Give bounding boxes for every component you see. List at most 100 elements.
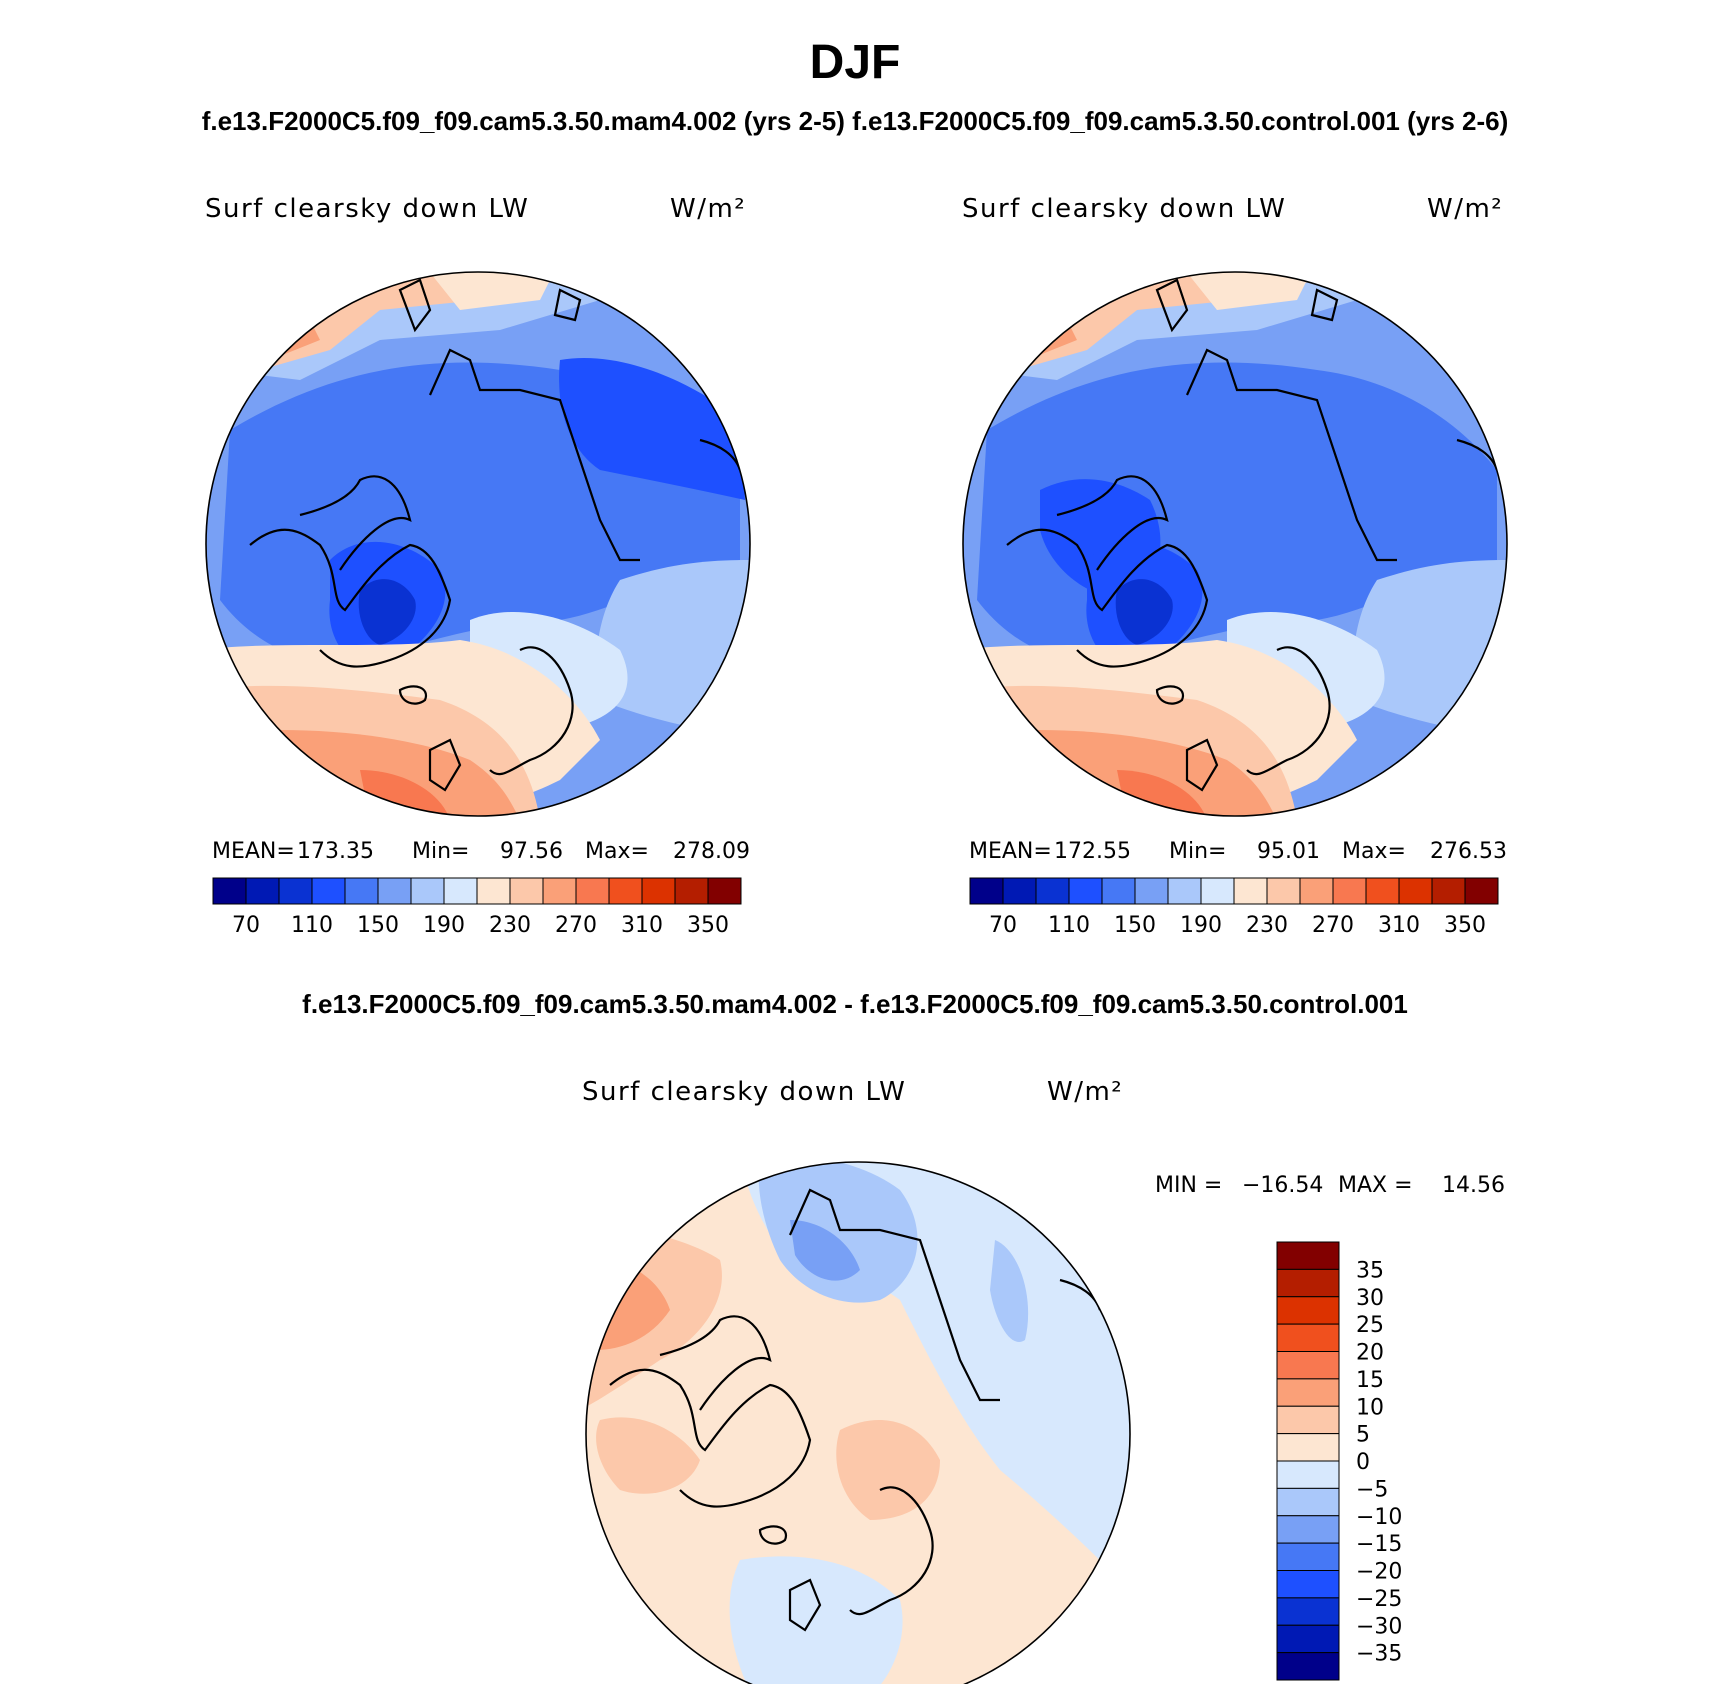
coastlines bbox=[609, 1162, 1102, 1632]
colorbar-tick-label: −15 bbox=[1356, 1532, 1402, 1557]
field-level-5-c bbox=[596, 1417, 700, 1494]
colorbar-tick-label: 110 bbox=[291, 913, 333, 938]
colorbar-swatch bbox=[1464, 877, 1499, 905]
colorbar-swatch bbox=[1276, 1624, 1340, 1654]
colorbar-swatch bbox=[1299, 877, 1334, 905]
colorbar-tick-label: 310 bbox=[621, 913, 663, 938]
panel-difference-variable: Surf clearsky down LW bbox=[582, 1077, 906, 1107]
panel-mam4: Surf clearsky down LW W/m² bbox=[205, 194, 751, 938]
field-level-110 bbox=[358, 579, 416, 645]
colorbar-swatch bbox=[542, 877, 577, 905]
colorbar-swatch bbox=[1276, 1405, 1340, 1435]
panel-mam4-mean-label: MEAN= bbox=[212, 839, 295, 864]
panel-control-units: W/m² bbox=[1427, 194, 1503, 224]
colorbar-swatch bbox=[1068, 877, 1103, 905]
panel-difference: Surf clearsky down LW W/m² bbox=[582, 1077, 1505, 1684]
colorbar-swatch bbox=[410, 877, 445, 905]
colorbar-swatch bbox=[1101, 877, 1136, 905]
panel-control-map-boundary bbox=[962, 271, 1508, 817]
panel-mam4-variable: Surf clearsky down LW bbox=[205, 194, 529, 224]
colorbar-swatch bbox=[1276, 1351, 1340, 1380]
field-level-110 bbox=[1115, 579, 1173, 645]
colorbar-swatch bbox=[509, 877, 544, 905]
colorbar-swatch bbox=[1134, 877, 1169, 905]
colorbar-swatch bbox=[1266, 877, 1301, 905]
colorbar-swatch bbox=[476, 877, 511, 905]
colorbar-tick-label: 10 bbox=[1356, 1395, 1384, 1420]
field-level-130 bbox=[559, 358, 745, 500]
colorbar-tick-label: 190 bbox=[1180, 913, 1222, 938]
colorbar-tick-label: 25 bbox=[1356, 1313, 1384, 1338]
colorbar-swatch bbox=[1398, 877, 1433, 905]
colorbar-swatch bbox=[1276, 1296, 1340, 1325]
field-level-minus-10-b bbox=[990, 1240, 1029, 1342]
panel-difference-max-label: MAX = bbox=[1338, 1173, 1413, 1198]
colorbar-swatch bbox=[575, 877, 610, 905]
colorbar-swatch bbox=[674, 877, 709, 905]
field-level-minus-10 bbox=[758, 1162, 918, 1303]
panel-difference-min-label: MIN = bbox=[1155, 1173, 1222, 1198]
colorbar-swatch bbox=[278, 877, 313, 905]
colorbar-swatch bbox=[212, 877, 247, 905]
colorbar-swatch bbox=[1276, 1460, 1340, 1489]
colorbar-tick-label: 70 bbox=[232, 913, 260, 938]
colorbar-tick-label: 230 bbox=[489, 913, 531, 938]
colorbar-tick-label: 0 bbox=[1356, 1450, 1370, 1475]
panel-mam4-max-label: Max= bbox=[585, 839, 649, 864]
colorbar-swatch bbox=[1276, 1433, 1340, 1462]
colorbar-tick-label: 350 bbox=[687, 913, 729, 938]
colorbar-swatch bbox=[1276, 1542, 1340, 1571]
colorbar-swatch bbox=[1276, 1597, 1340, 1626]
panel-difference-map bbox=[586, 1162, 1130, 1684]
colorbar-tick-label: 190 bbox=[423, 913, 465, 938]
colorbar-tick-label: 230 bbox=[1246, 913, 1288, 938]
colorbar-swatch bbox=[1276, 1323, 1340, 1352]
colorbar-tick-label: 310 bbox=[1378, 913, 1420, 938]
panel-control-min-value: 95.01 bbox=[1257, 839, 1320, 864]
panel-control-max-value: 276.53 bbox=[1430, 839, 1507, 864]
panel-control-colorbar: 70 110 150 190 230 270 310 350 bbox=[969, 877, 1499, 938]
colorbar-tick-label: −25 bbox=[1356, 1587, 1402, 1612]
colorbar-swatch bbox=[1167, 877, 1202, 905]
panel-mam4-colorbar: 70 110 150 190 230 270 310 350 bbox=[212, 877, 742, 938]
colorbar-tick-label: 20 bbox=[1356, 1341, 1384, 1366]
panel-control-min-label: Min= bbox=[1169, 839, 1226, 864]
panel-control-max-label: Max= bbox=[1342, 839, 1406, 864]
panel-difference-units: W/m² bbox=[1047, 1077, 1123, 1107]
colorbar-swatch bbox=[1200, 877, 1235, 905]
colorbar-swatch bbox=[1035, 877, 1070, 905]
field-level-210 bbox=[470, 611, 628, 730]
colorbar-tick-label: 110 bbox=[1048, 913, 1090, 938]
panel-mam4-min-value: 97.56 bbox=[500, 839, 563, 864]
colorbar-swatch bbox=[1276, 1570, 1340, 1599]
colorbar-swatch bbox=[707, 877, 742, 905]
colorbar-swatch bbox=[443, 877, 478, 905]
colorbar-tick-label: −30 bbox=[1356, 1614, 1402, 1639]
difference-header: f.e13.F2000C5.f09_f09.cam5.3.50.mam4.002… bbox=[302, 989, 1408, 1019]
colorbar-swatch bbox=[1431, 877, 1466, 905]
coastlines bbox=[249, 278, 742, 792]
colorbar-swatch bbox=[1365, 877, 1400, 905]
colorbar-tick-label: 150 bbox=[357, 913, 399, 938]
colorbar-swatch bbox=[1276, 1268, 1340, 1298]
colorbar-tick-label: 35 bbox=[1356, 1258, 1384, 1283]
colorbar-tick-label: −35 bbox=[1356, 1642, 1402, 1667]
colorbar-swatch bbox=[1276, 1378, 1340, 1407]
panel-control-mean-label: MEAN= bbox=[969, 839, 1052, 864]
panel-mam4-map-boundary bbox=[205, 271, 751, 817]
panel-mam4-min-label: Min= bbox=[412, 839, 469, 864]
colorbar-tick-label: 70 bbox=[989, 913, 1017, 938]
colorbar-tick-label: 270 bbox=[1312, 913, 1354, 938]
colorbar-swatch bbox=[1276, 1487, 1340, 1517]
field-level-5-b bbox=[836, 1420, 940, 1520]
panel-control-variable: Surf clearsky down LW bbox=[962, 194, 1286, 224]
colorbar-tick-label: −20 bbox=[1356, 1560, 1402, 1585]
panel-mam4-max-value: 278.09 bbox=[673, 839, 750, 864]
field-level-minus-5-b bbox=[729, 1556, 903, 1684]
colorbar-tick-label: −5 bbox=[1356, 1477, 1388, 1502]
colorbar-swatch bbox=[1233, 877, 1268, 905]
colorbar-swatch bbox=[1276, 1515, 1340, 1544]
colorbar-swatch bbox=[344, 877, 379, 905]
